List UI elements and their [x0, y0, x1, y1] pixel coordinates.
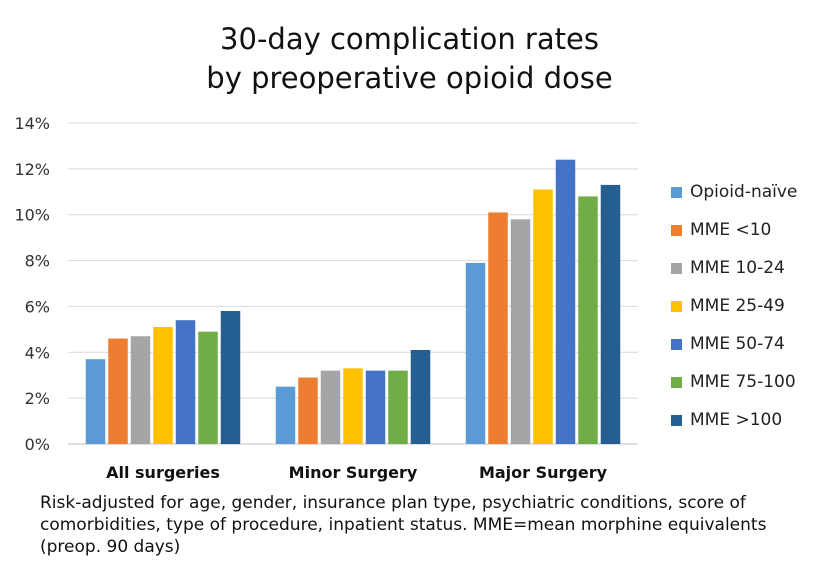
y-tick-label: 2% [25, 389, 50, 408]
y-tick-label: 8% [25, 252, 50, 271]
legend-label: MME 25-49 [690, 296, 785, 316]
bar [320, 370, 341, 444]
bar [600, 184, 621, 444]
legend-swatch [671, 262, 682, 274]
legend-item: Opioid-naïve [671, 173, 797, 211]
bar [130, 336, 151, 444]
y-tick-label: 14% [14, 114, 50, 133]
bar [555, 159, 576, 444]
legend-item: MME >100 [671, 401, 797, 439]
legend-label: Opioid-naïve [690, 182, 798, 202]
y-tick-label: 10% [14, 206, 50, 225]
x-category-label: All surgeries [106, 463, 220, 482]
legend-item: MME 75-100 [671, 363, 797, 401]
legend-swatch [671, 186, 682, 198]
bar [85, 359, 106, 444]
legend-item: MME 25-49 [671, 287, 797, 325]
footnote-line-3: (preop. 90 days) [40, 537, 181, 557]
y-tick-label: 6% [25, 297, 50, 316]
legend-item: MME 50-74 [671, 325, 797, 363]
bar [388, 370, 408, 444]
legend-label: MME <10 [690, 220, 772, 240]
bar [488, 212, 508, 444]
x-category-label: Major Surgery [479, 463, 608, 482]
chart-title-line-1: 30-day complication rates [220, 22, 599, 56]
footnote-line-2: comorbidities, type of procedure, inpati… [40, 515, 767, 535]
bar [365, 370, 386, 444]
legend-label: MME 10-24 [690, 258, 785, 278]
legend-swatch [671, 300, 682, 312]
footnote-line-1: Risk-adjusted for age, gender, insurance… [40, 493, 746, 513]
legend-label: MME 50-74 [690, 334, 785, 354]
y-tick-label: 0% [25, 435, 50, 454]
legend-swatch [671, 224, 682, 236]
bar [343, 368, 363, 444]
x-category-label: Minor Surgery [289, 463, 418, 482]
y-tick-label: 12% [14, 160, 50, 179]
bar [465, 262, 486, 444]
legend-swatch [671, 376, 682, 388]
legend-label: MME >100 [690, 410, 783, 430]
chart-legend: Opioid-naïve MME <10 MME 10-24 MME 25-49 MME… [671, 173, 797, 439]
bar [153, 327, 173, 444]
legend-swatch [671, 338, 682, 350]
legend-item: MME <10 [671, 211, 797, 249]
bar [410, 349, 431, 444]
legend-swatch [671, 414, 682, 426]
bar [275, 386, 296, 444]
bar [175, 320, 196, 444]
chart-title-line-2: by preoperative opioid dose [206, 61, 613, 95]
bar [108, 338, 128, 444]
bar [510, 219, 531, 444]
chart-footnote: Risk-adjusted for age, gender, insurance… [40, 492, 810, 558]
bar [578, 196, 598, 444]
legend-label: MME 75-100 [690, 372, 796, 392]
bar [298, 377, 318, 444]
bar [220, 311, 241, 444]
bar [533, 189, 553, 444]
legend-item: MME 10-24 [671, 249, 797, 287]
bar [198, 331, 218, 444]
y-tick-label: 4% [25, 343, 50, 362]
